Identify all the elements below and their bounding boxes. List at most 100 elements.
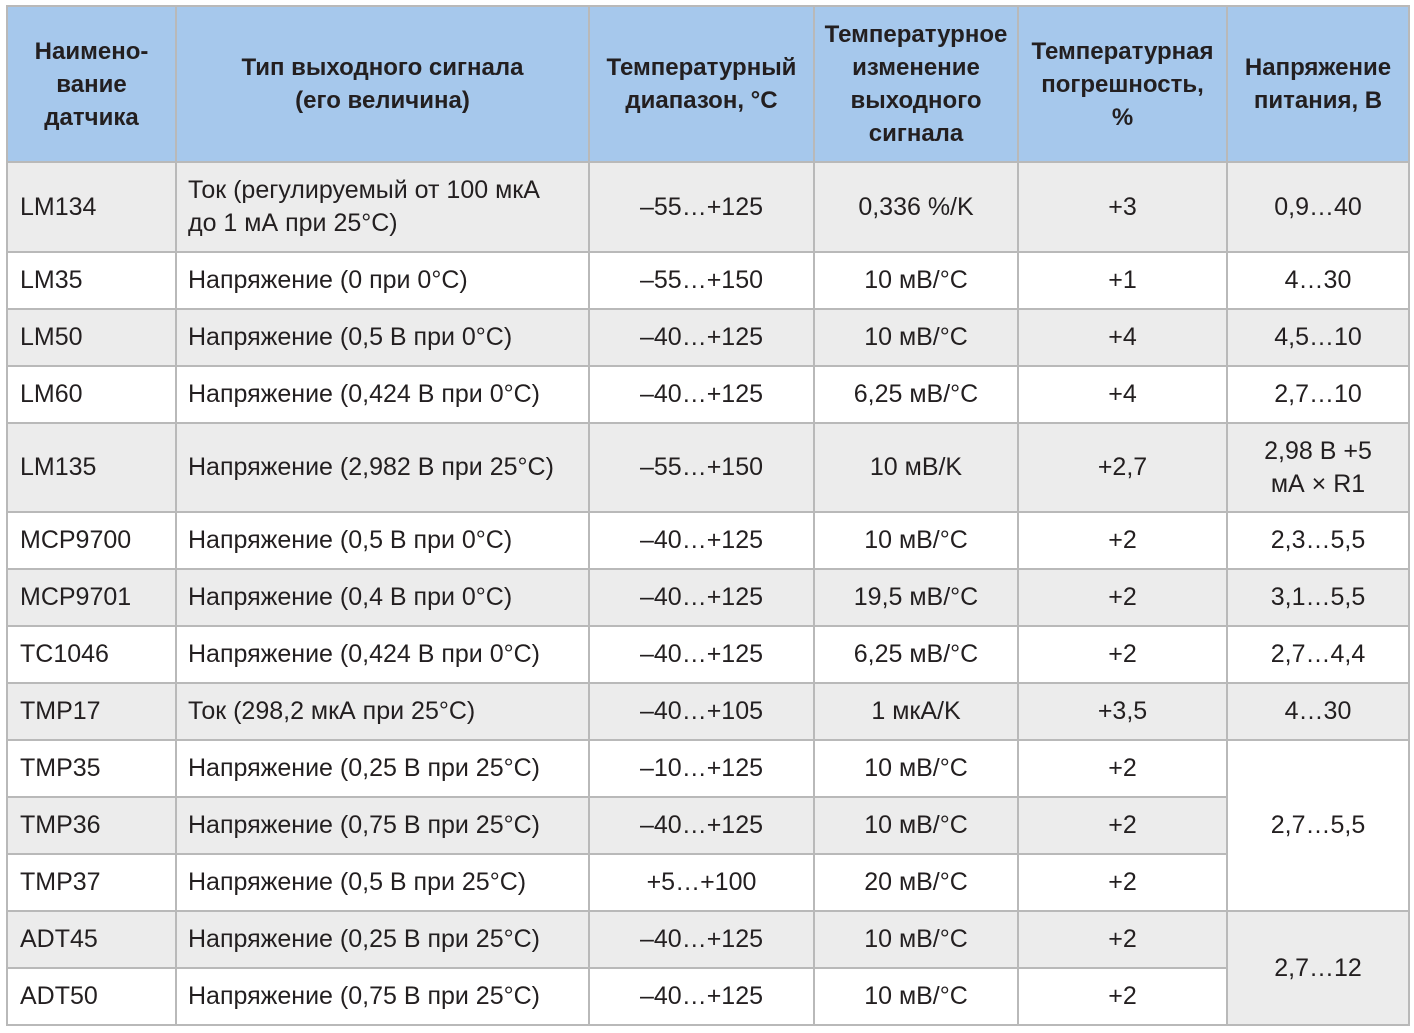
signal-type-cell: Напряжение (0,25 В при 25°С)	[175, 739, 590, 798]
signal-type-cell: Напряжение (0,5 В при 25°С)	[175, 853, 590, 912]
signal-type-cell: Ток (регулируемый от 100 мкА до 1 мА при…	[175, 161, 590, 253]
temp-range-cell: –40…+125	[588, 511, 815, 570]
temp-error-cell: +2	[1017, 511, 1228, 570]
table-row: LM35 Напряжение (0 при 0°С) –55…+150 10 …	[6, 251, 1410, 310]
temp-change-cell: 10 мВ/°С	[813, 308, 1019, 367]
header-signal-type-text: Тип выходного сигнала (его величина)	[241, 54, 524, 114]
temp-error-cell: +4	[1017, 365, 1228, 424]
temp-error-cell: +2	[1017, 967, 1228, 1026]
supply-voltage-cell: 0,9…40	[1226, 161, 1410, 253]
table-row: LM135 Напряжение (2,982 В при 25°С) –55……	[6, 422, 1410, 513]
signal-type-cell: Напряжение (2,982 В при 25°С)	[175, 422, 590, 513]
temp-range-cell: –10…+125	[588, 739, 815, 798]
temp-range-cell: –40…+125	[588, 910, 815, 969]
sensor-name-cell: ADT45	[6, 910, 177, 969]
signal-type-cell: Напряжение (0,424 В при 0°С)	[175, 625, 590, 684]
temp-range-cell: –55…+150	[588, 251, 815, 310]
temp-range-cell: –40…+125	[588, 796, 815, 855]
temp-error-cell: +3	[1017, 161, 1228, 253]
table-row: ADT45 Напряжение (0,25 В при 25°С) –40…+…	[6, 910, 1410, 1026]
header-temp-range-text: Температурный диапазон, °С	[606, 54, 797, 114]
temp-error-cell: +3,5	[1017, 682, 1228, 741]
temp-range-cell: +5…+100	[588, 853, 815, 912]
sensor-name-cell: MCP9700	[6, 511, 177, 570]
sensor-name-cell: ADT50	[6, 967, 177, 1026]
temp-range-cell: –40…+125	[588, 568, 815, 627]
table-row: LM50 Напряжение (0,5 В при 0°С) –40…+125…	[6, 308, 1410, 367]
supply-voltage-cell: 2,98 В +5 мА × R1	[1226, 422, 1410, 513]
temp-change-cell: 1 мкА/K	[813, 682, 1019, 741]
sensor-name-cell: LM50	[6, 308, 177, 367]
signal-type-cell: Напряжение (0,25 В при 25°С)	[175, 910, 590, 969]
signal-type-cell: Напряжение (0,424 В при 0°С)	[175, 365, 590, 424]
sensor-name-cell: LM60	[6, 365, 177, 424]
temp-change-cell: 10 мВ/°С	[813, 910, 1019, 969]
header-supply-voltage-text: Напряжение питания, В	[1244, 54, 1392, 114]
supply-voltage-cell: 2,7…4,4	[1226, 625, 1410, 684]
table-row: ADT50 Напряжение (0,75 В при 25°С) –40…+…	[6, 967, 1409, 1026]
supply-voltage-cell: 4…30	[1226, 251, 1410, 310]
temp-error-cell: +2	[1017, 739, 1228, 798]
temp-range-cell: –55…+150	[588, 422, 815, 513]
temp-range-cell: –40…+105	[588, 682, 815, 741]
header-row: Наимено- вание датчика Тип выходного сиг…	[6, 5, 1410, 163]
temp-change-cell: 20 мВ/°С	[813, 853, 1019, 912]
temp-change-cell: 10 мВ/°С	[813, 251, 1019, 310]
table-row: TMP37 Напряжение (0,5 В при 25°С) +5…+10…	[6, 853, 1409, 912]
signal-type-cell: Напряжение (0 при 0°С)	[175, 251, 590, 310]
sensor-table-container: Наимено- вание датчика Тип выходного сиг…	[6, 5, 1410, 1026]
temp-change-cell: 6,25 мВ/°С	[813, 365, 1019, 424]
header-sensor-name: Наимено- вание датчика	[6, 5, 177, 163]
temp-change-cell: 10 мВ/°С	[813, 511, 1019, 570]
signal-type-cell: Напряжение (0,75 В при 25°С)	[175, 796, 590, 855]
header-temp-error-text: Температурная погрешность, %	[1031, 37, 1214, 131]
temp-error-cell: +2	[1017, 625, 1228, 684]
signal-type-cell: Ток (298,2 мкА при 25°С)	[175, 682, 590, 741]
signal-type-cell: Напряжение (0,5 В при 0°С)	[175, 308, 590, 367]
header-signal-type: Тип выходного сигнала (его величина)	[175, 5, 590, 163]
temp-range-cell: –40…+125	[588, 308, 815, 367]
supply-voltage-merged-cell: 2,7…12	[1226, 910, 1410, 1026]
supply-voltage-merged-cell: 2,7…5,5	[1226, 739, 1410, 912]
temp-change-cell: 10 мВ/K	[813, 422, 1019, 513]
signal-type-cell: Напряжение (0,5 В при 0°С)	[175, 511, 590, 570]
signal-type-cell: Напряжение (0,75 В при 25°С)	[175, 967, 590, 1026]
temp-error-cell: +2	[1017, 853, 1228, 912]
supply-voltage-cell: 4,5…10	[1226, 308, 1410, 367]
sensor-name-cell: TC1046	[6, 625, 177, 684]
sensor-table: Наимено- вание датчика Тип выходного сиг…	[6, 5, 1410, 1026]
table-row: TMP36 Напряжение (0,75 В при 25°С) –40…+…	[6, 796, 1409, 855]
temp-range-cell: –40…+125	[588, 625, 815, 684]
sensor-name-cell: TMP36	[6, 796, 177, 855]
supply-voltage-cell: 2,7…10	[1226, 365, 1410, 424]
signal-type-cell: Напряжение (0,4 В при 0°С)	[175, 568, 590, 627]
temp-change-cell: 10 мВ/°С	[813, 967, 1019, 1026]
header-temp-change-text: Температурное изменение выходного сигнал…	[824, 21, 1008, 147]
temp-change-cell: 10 мВ/°С	[813, 796, 1019, 855]
temp-error-cell: +2	[1017, 910, 1228, 969]
temp-range-cell: –40…+125	[588, 365, 815, 424]
header-temp-error: Температурная погрешность, %	[1017, 5, 1228, 163]
temp-error-cell: +4	[1017, 308, 1228, 367]
table-row: LM134 Ток (регулируемый от 100 мкА до 1 …	[6, 161, 1410, 253]
sensor-name-cell: TMP17	[6, 682, 177, 741]
supply-voltage-cell: 3,1…5,5	[1226, 568, 1410, 627]
header-temp-change: Температурное изменение выходного сигнал…	[813, 5, 1019, 163]
sensor-name-cell: MCP9701	[6, 568, 177, 627]
sensor-name-cell: LM135	[6, 422, 177, 513]
temp-change-cell: 10 мВ/°С	[813, 739, 1019, 798]
supply-voltage-cell: 2,3…5,5	[1226, 511, 1410, 570]
table-row: TMP17 Ток (298,2 мкА при 25°С) –40…+105 …	[6, 682, 1410, 741]
temp-range-cell: –40…+125	[588, 967, 815, 1026]
temp-error-cell: +2,7	[1017, 422, 1228, 513]
temp-change-cell: 6,25 мВ/°С	[813, 625, 1019, 684]
header-supply-voltage: Напряжение питания, В	[1226, 5, 1410, 163]
sensor-name-cell: LM35	[6, 251, 177, 310]
table-row: TC1046 Напряжение (0,424 В при 0°С) –40……	[6, 625, 1410, 684]
header-temp-range: Температурный диапазон, °С	[588, 5, 815, 163]
temp-error-cell: +1	[1017, 251, 1228, 310]
temp-error-cell: +2	[1017, 796, 1228, 855]
table-row: LM60 Напряжение (0,424 В при 0°С) –40…+1…	[6, 365, 1410, 424]
temp-range-cell: –55…+125	[588, 161, 815, 253]
temp-change-cell: 19,5 мВ/°С	[813, 568, 1019, 627]
